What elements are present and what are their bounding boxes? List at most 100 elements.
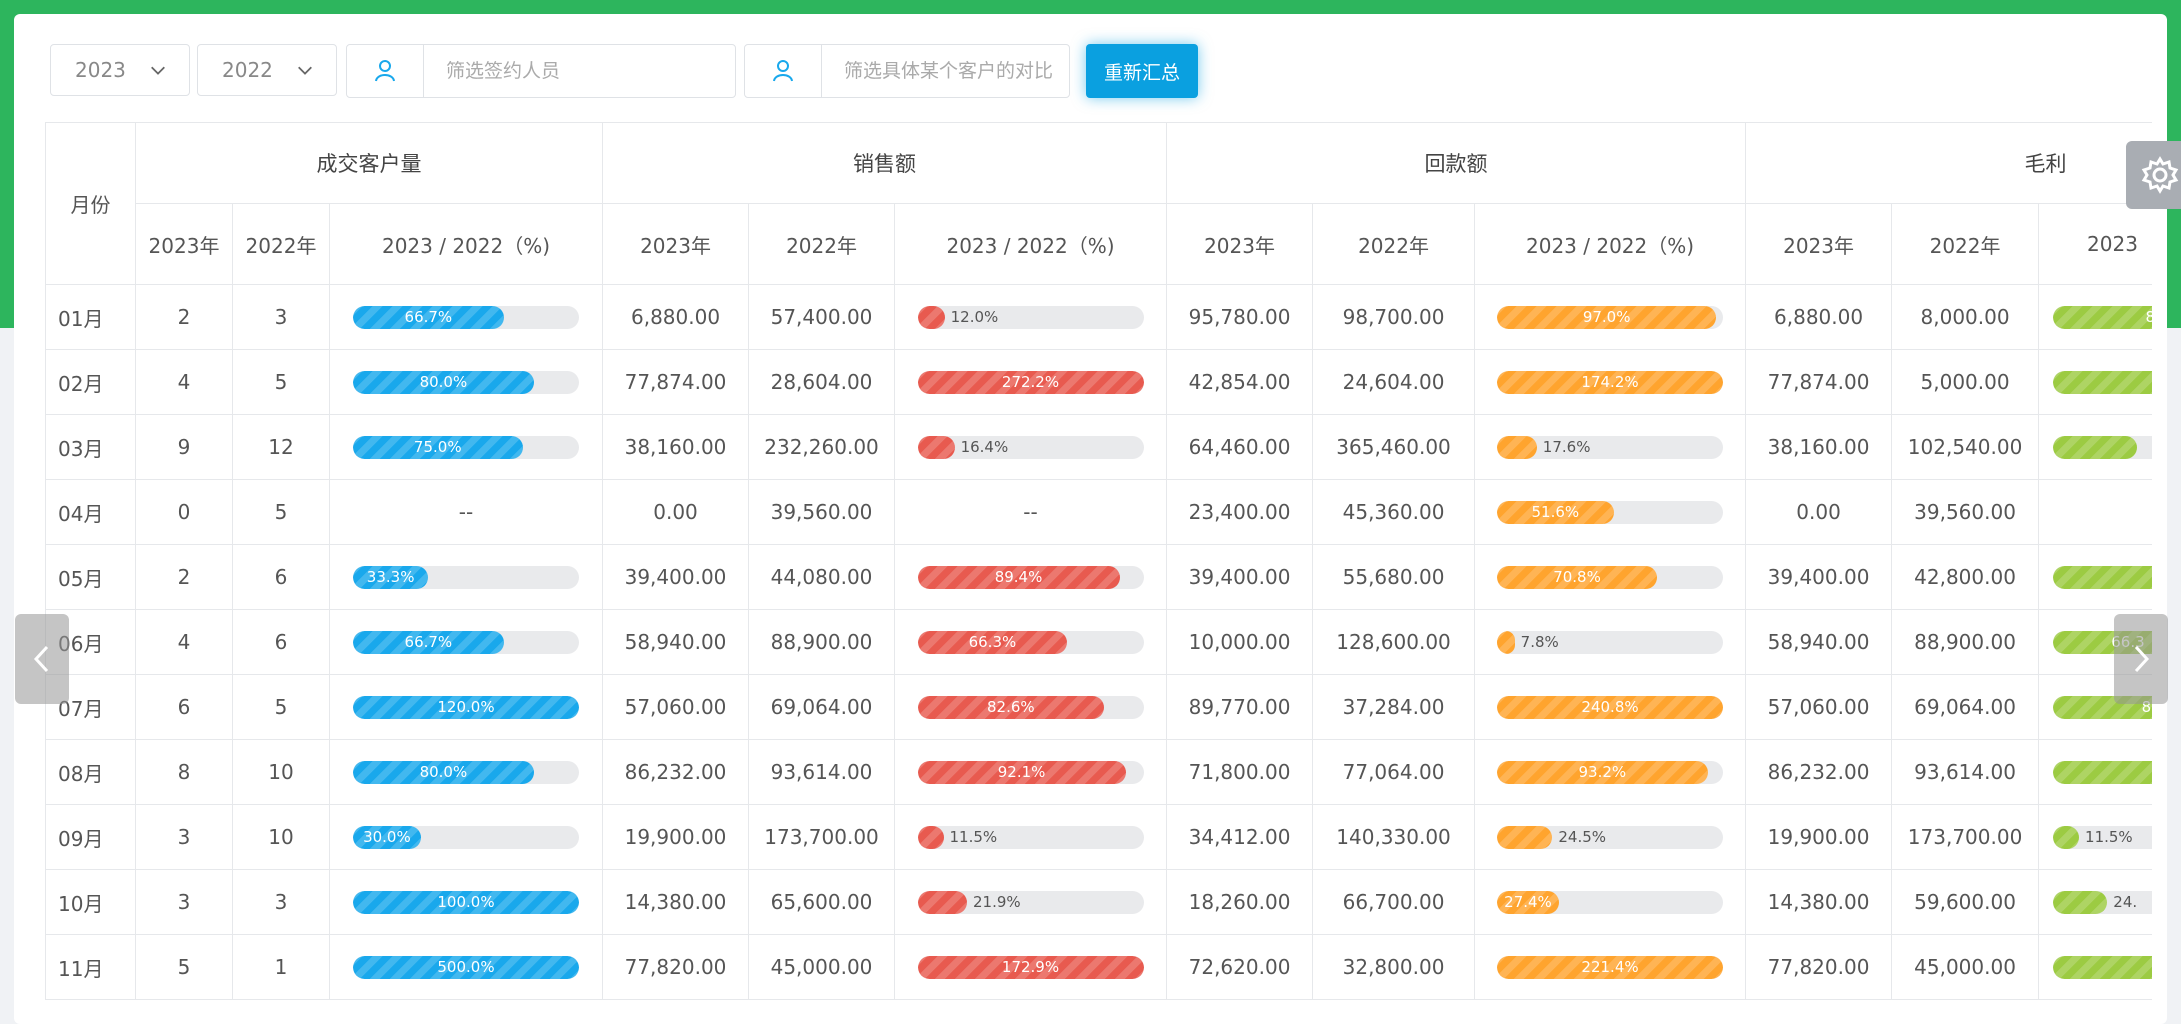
col-header: 2023 — [2038, 203, 2152, 285]
next-page-button[interactable] — [2114, 614, 2168, 704]
profit-value-cell: 59,600.00 — [1891, 869, 2040, 935]
profit-ratio-cell — [2038, 349, 2152, 415]
ratio-progress-fill — [2053, 370, 2152, 394]
col-header: 2023 / 2022（%) — [328, 203, 604, 285]
resummarize-button[interactable]: 重新汇总 — [1086, 44, 1198, 98]
group-header-sales: 销售额 — [602, 122, 1168, 204]
profit-ratio-cell: 8 — [2038, 284, 2152, 350]
payback-value-cell: 64,460.00 — [1166, 414, 1314, 480]
sales-ratio-cell: 12.0% — [894, 284, 1168, 350]
sales-value-cell: 19,900.00 — [602, 804, 750, 870]
sales-value-cell: 65,600.00 — [748, 869, 896, 935]
empty-ratio-text: -- — [1023, 500, 1038, 524]
ratio-progress-fill — [917, 695, 1105, 719]
ratio-label: 66.7% — [404, 307, 453, 326]
ratio-label: 174.2% — [1581, 372, 1639, 391]
comparison-table: 月份 成交客户量 销售额 回款额 毛利 2023年 2022年 2023 / 2… — [45, 122, 2152, 1000]
profit-ratio-cell — [2038, 479, 2152, 545]
sales-ratio-cell: 172.9% — [894, 934, 1168, 1000]
payback-ratio-cell: 24.5% — [1474, 804, 1747, 870]
customers-ratio-cell: 30.0% — [328, 804, 604, 870]
ratio-progress-fill — [353, 695, 579, 719]
customers-ratio-cell: 120.0% — [328, 674, 604, 740]
customer-filter-input[interactable] — [822, 45, 1069, 97]
chevron-right-icon — [2134, 645, 2150, 673]
customers-value-cell: 3 — [232, 869, 330, 935]
col-header: 2023 / 2022（%) — [1474, 203, 1747, 285]
ratio-label: 272.2% — [1001, 372, 1060, 391]
ratio-label: 30.0% — [363, 827, 411, 846]
col-header: 2023年 — [1166, 203, 1314, 285]
month-cell: 05月 — [45, 544, 136, 610]
group-header-customers: 成交客户量 — [134, 122, 604, 204]
customers-ratio-cell: 80.0% — [328, 739, 604, 805]
ratio-label: 12.0% — [950, 307, 999, 326]
customers-value-cell: 10 — [232, 804, 330, 870]
ratio-label: 24.5% — [1558, 827, 1607, 846]
ratio-label — [2053, 371, 2152, 394]
table-row: 03月 9 12 75.0% 38,160.00 232,260.00 16.4% 64,46… — [45, 414, 2152, 480]
ratio-progress-bar: 51.6% — [1497, 500, 1724, 524]
prev-page-button[interactable] — [15, 614, 69, 704]
customers-ratio-cell: 66.7% — [328, 284, 604, 350]
ratio-label: 21.9% — [973, 892, 1021, 911]
sales-value-cell: 88,900.00 — [748, 609, 896, 675]
ratio-progress-bar: 172.9% — [917, 955, 1144, 979]
month-cell: 04月 — [45, 479, 136, 545]
profit-value-cell: 58,940.00 — [1745, 609, 1893, 675]
ratio-progress-bar: 16.4% — [917, 435, 1144, 459]
comparison-table-wrapper[interactable]: 月份 成交客户量 销售额 回款额 毛利 2023年 2022年 2023 / 2… — [45, 122, 2152, 1022]
ratio-progress-fill — [353, 760, 534, 784]
payback-value-cell: 34,412.00 — [1166, 804, 1314, 870]
ratio-progress-fill — [917, 955, 1144, 979]
ratio-progress-bar: 92.1% — [917, 760, 1144, 784]
profit-ratio-cell: 9 — [2038, 739, 2152, 805]
year-a-select[interactable]: 2023 — [50, 44, 190, 96]
ratio-progress-bar: 80.0% — [353, 760, 579, 784]
ratio-progress-fill — [2053, 760, 2152, 784]
profit-value-cell: 88,900.00 — [1891, 609, 2040, 675]
person-filter-input[interactable] — [424, 45, 735, 97]
customers-value-cell: 4 — [135, 609, 233, 675]
group-header-profit: 毛利 — [1745, 122, 2152, 204]
ratio-progress-fill — [353, 370, 534, 394]
ratio-label: 100.0% — [437, 892, 495, 911]
ratio-progress-bar — [2053, 435, 2152, 459]
ratio-progress-fill — [353, 890, 579, 914]
profit-ratio-cell — [2038, 414, 2152, 480]
customers-value-cell: 6 — [135, 674, 233, 740]
person-filter — [346, 44, 736, 98]
profit-value-cell: 8,000.00 — [1891, 284, 2040, 350]
payback-ratio-cell: 174.2% — [1474, 349, 1747, 415]
payback-value-cell: 72,620.00 — [1166, 934, 1314, 1000]
ratio-progress-bar: 33.3% — [353, 565, 579, 589]
col-header: 2022年 — [232, 203, 330, 285]
col-header: 2023年 — [1745, 203, 1893, 285]
customers-value-cell: 4 — [135, 349, 233, 415]
sales-ratio-cell: 11.5% — [894, 804, 1168, 870]
sales-value-cell: 45,000.00 — [748, 934, 896, 1000]
ratio-progress-fill — [1497, 370, 1724, 394]
customers-value-cell: 6 — [232, 609, 330, 675]
settings-button[interactable] — [2126, 141, 2181, 209]
ratio-progress-fill — [2053, 825, 2080, 849]
profit-ratio-cell: 11.5% — [2038, 804, 2152, 870]
ratio-progress-fill — [917, 890, 967, 914]
ratio-progress-bar: 8 — [2053, 305, 2152, 329]
sales-ratio-cell: 66.3% — [894, 609, 1168, 675]
month-cell: 03月 — [45, 414, 136, 480]
sales-value-cell: 39,400.00 — [602, 544, 750, 610]
ratio-progress-bar: 66.7% — [353, 305, 579, 329]
ratio-progress-fill — [1497, 565, 1658, 589]
customers-value-cell: 5 — [232, 479, 330, 545]
year-b-select[interactable]: 2022 — [197, 44, 337, 96]
payback-ratio-cell: 27.4% — [1474, 869, 1747, 935]
ratio-progress-fill — [2053, 435, 2137, 459]
customers-value-cell: 2 — [135, 284, 233, 350]
payback-ratio-cell: 93.2% — [1474, 739, 1747, 805]
customers-ratio-cell: -- — [328, 479, 604, 545]
ratio-progress-fill — [2053, 955, 2152, 979]
sales-ratio-cell: 21.9% — [894, 869, 1168, 935]
table-row: 10月 3 3 100.0% 14,380.00 65,600.00 21.9% 18,260… — [45, 869, 2152, 935]
ratio-label: 66.3% — [968, 632, 1017, 651]
